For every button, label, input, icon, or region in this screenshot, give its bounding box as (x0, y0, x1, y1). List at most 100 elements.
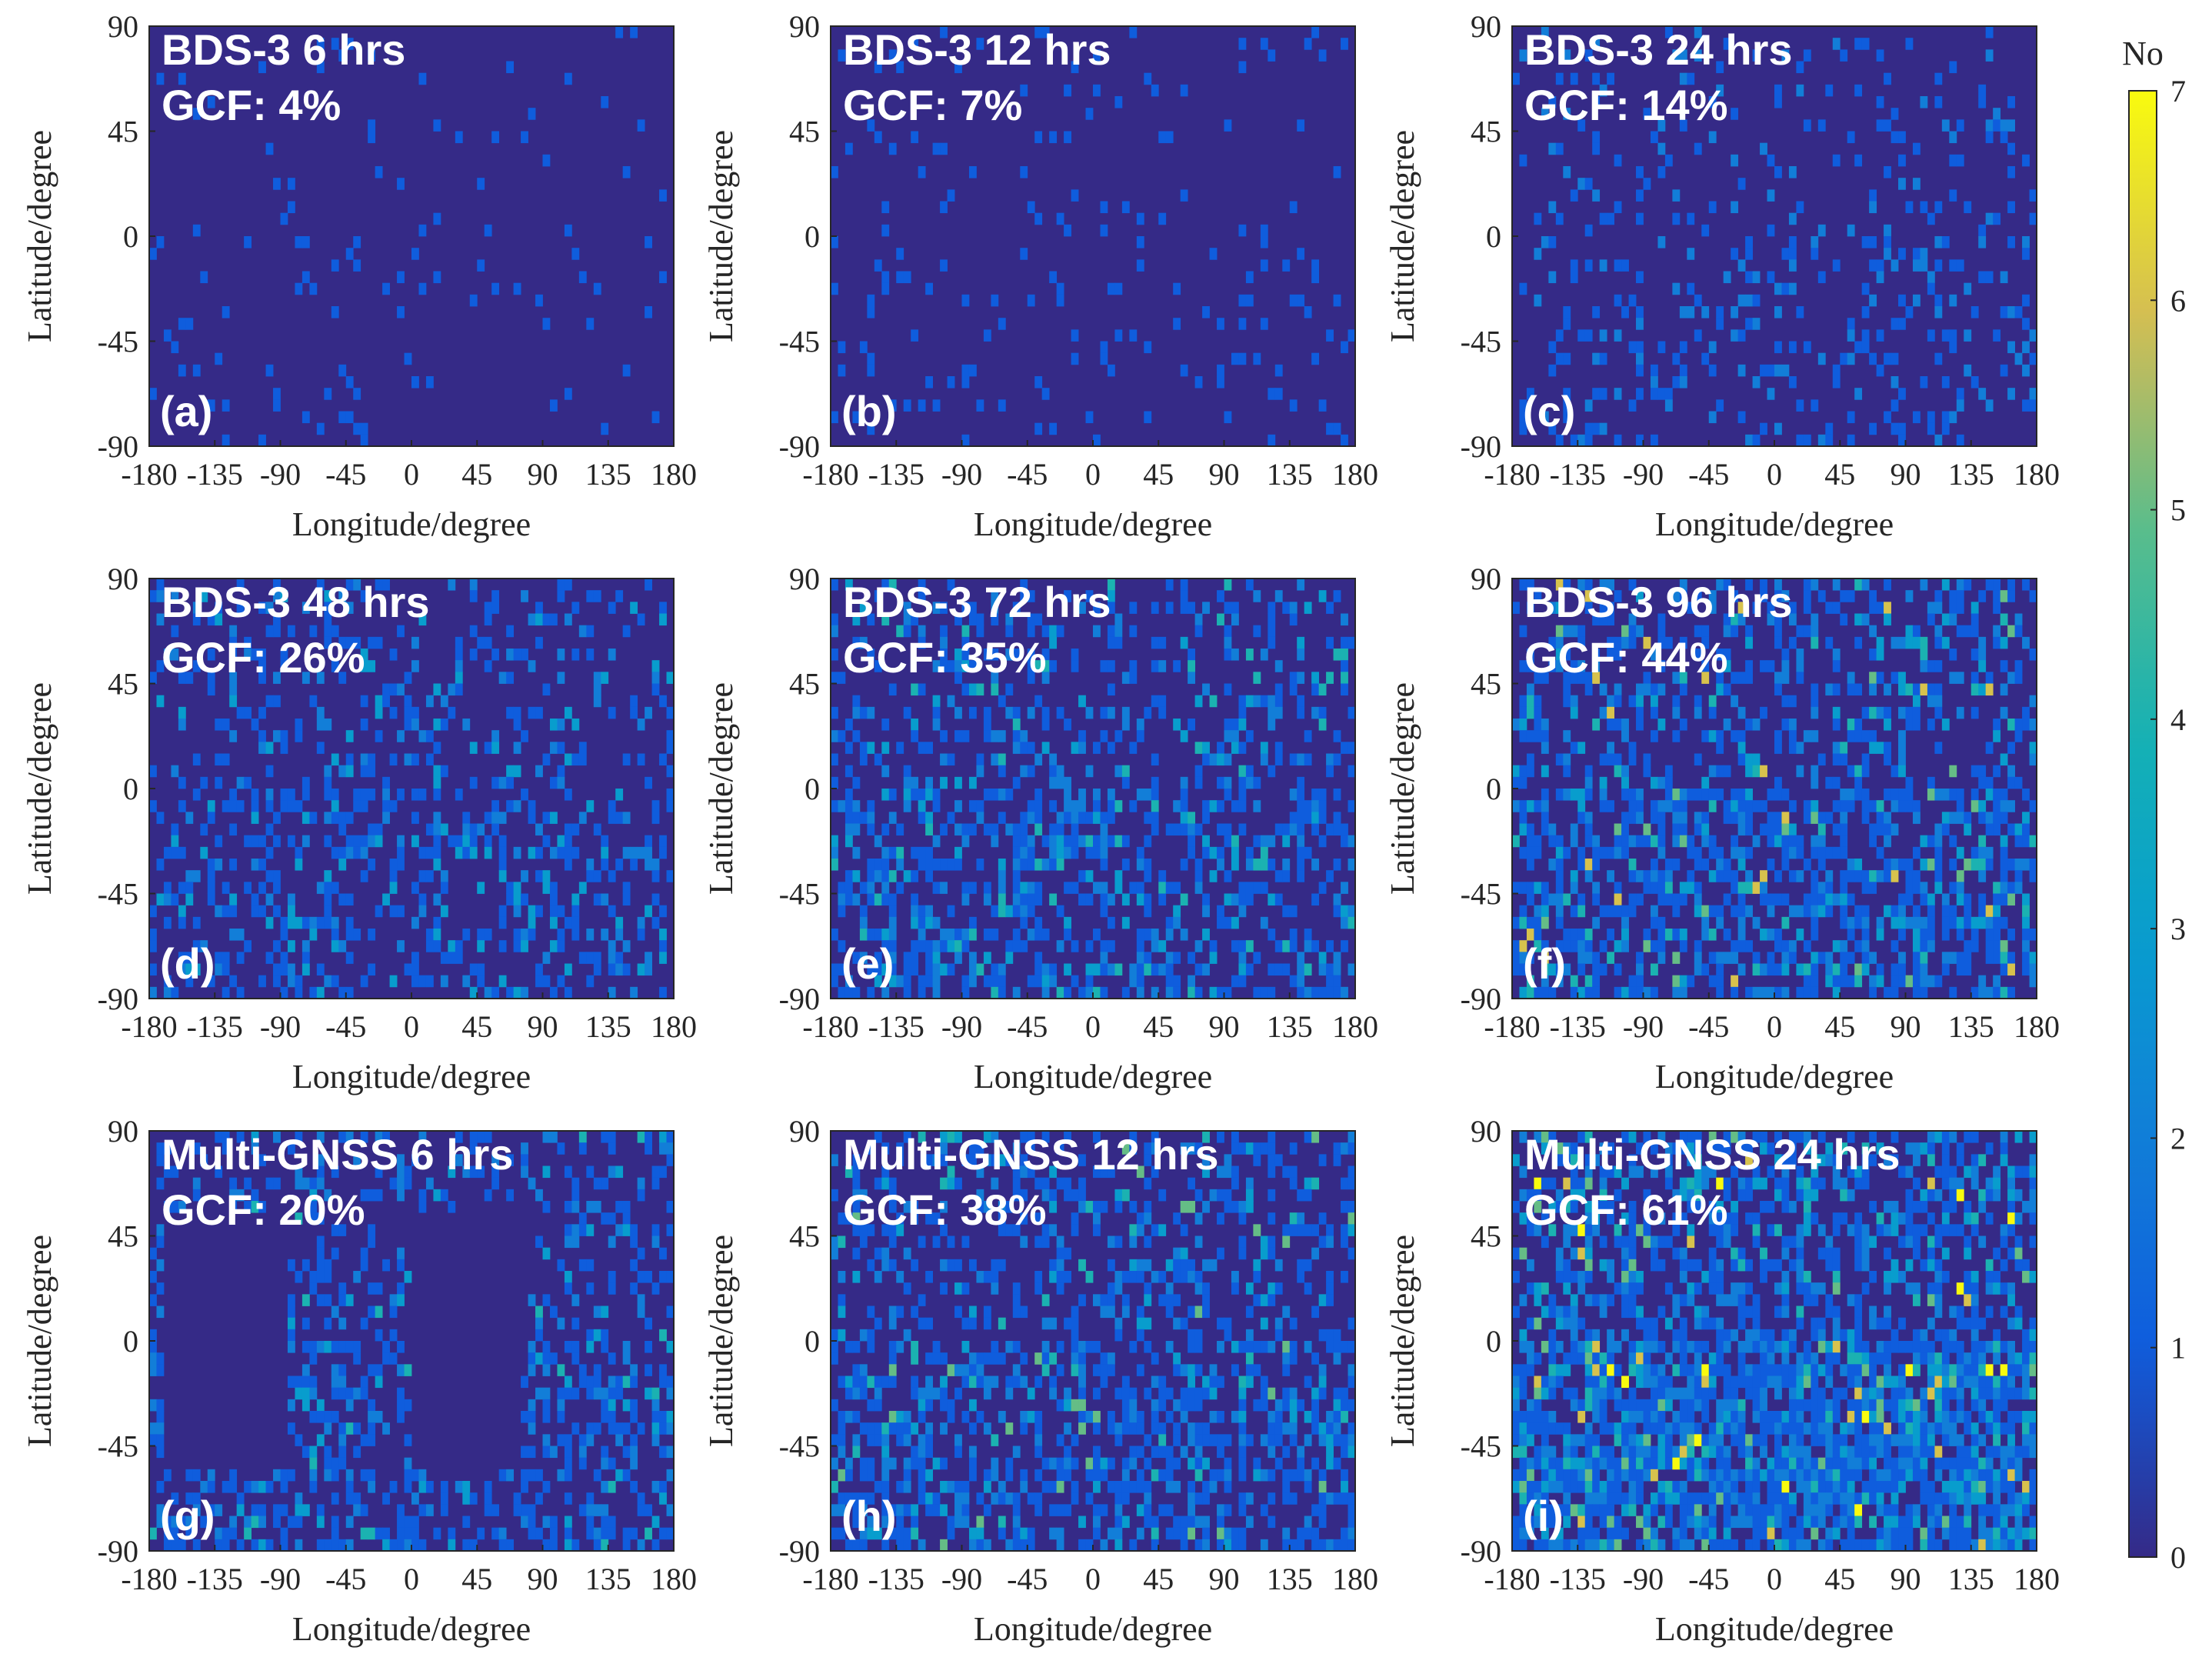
heatmap-cell (229, 1177, 238, 1190)
heatmap-cell (1100, 1201, 1108, 1213)
heatmap-cell (1731, 248, 1739, 260)
heatmap-cell (192, 1469, 201, 1482)
heatmap-cell (1027, 800, 1035, 812)
heatmap-cell (1832, 602, 1841, 614)
heatmap-cell (1956, 119, 1964, 132)
heatmap-cell (1526, 859, 1534, 871)
heatmap-cell (1774, 776, 1782, 789)
heatmap-cell (295, 859, 303, 871)
heatmap-cell (1071, 329, 1079, 342)
heatmap-cell (418, 613, 427, 626)
heatmap-cell (506, 765, 515, 778)
heatmap-cell (1041, 719, 1050, 731)
heatmap-cell (528, 1341, 536, 1353)
heatmap-cell (1817, 352, 1826, 365)
heatmap-cell (1136, 859, 1144, 871)
heatmap-cell (222, 1527, 230, 1540)
heatmap-cell (1136, 1259, 1144, 1272)
heatmap-cell (1737, 329, 1746, 342)
heatmap-cell (1752, 294, 1761, 307)
heatmap-cell (295, 975, 303, 988)
heatmap-cell (1519, 916, 1527, 929)
heatmap-cell (998, 986, 1006, 999)
heatmap-cell (1114, 636, 1123, 649)
heatmap-cell (1949, 789, 1957, 801)
heatmap-cell (345, 916, 354, 929)
heatmap-cell (1071, 1341, 1079, 1353)
heatmap-cell (1731, 108, 1739, 120)
heatmap-cell (1027, 1165, 1035, 1179)
heatmap-cell (1289, 1341, 1298, 1353)
heatmap-cell (1020, 1306, 1028, 1319)
heatmap-cell (1584, 929, 1593, 941)
heatmap-cell (265, 765, 274, 778)
heatmap-cell (1173, 1422, 1181, 1435)
heatmap-cell (645, 1504, 652, 1516)
heatmap-cell (1891, 672, 1899, 684)
heatmap-cell (324, 1446, 332, 1459)
heatmap-cell (521, 929, 528, 941)
heatmap-cell (1188, 1177, 1196, 1190)
heatmap-cell (991, 590, 999, 602)
heatmap-cell (571, 602, 580, 614)
heatmap-cell (345, 248, 354, 260)
heatmap-cell (316, 1247, 325, 1260)
heatmap-cell (1231, 1165, 1239, 1179)
heatmap-cell (630, 1376, 638, 1389)
heatmap-cell (1027, 975, 1035, 988)
heatmap-cell (171, 1516, 179, 1529)
heatmap-cell (1041, 1224, 1050, 1236)
heatmap-cell (1898, 789, 1906, 801)
heatmap-cell (1956, 893, 1964, 906)
heatmap-cell (207, 893, 215, 906)
heatmap-cell (316, 672, 325, 684)
heatmap-cell (1151, 602, 1159, 614)
heatmap-cell (557, 649, 565, 661)
heatmap-cell (896, 1422, 904, 1435)
heatmap-cell (149, 986, 157, 999)
heatmap-cell (1672, 282, 1681, 295)
heatmap-cell (484, 636, 492, 649)
heatmap-cell (1012, 905, 1021, 918)
heatmap-cell (1912, 178, 1921, 190)
heatmap-cell (1737, 859, 1746, 871)
heatmap-cell (521, 131, 528, 144)
heatmap-cell (615, 1376, 624, 1389)
heatmap-cell (932, 963, 941, 976)
heatmap-cell (1687, 248, 1695, 260)
heatmap-cell (542, 318, 551, 330)
heatmap-cell (244, 1481, 252, 1493)
heatmap-cell (1555, 846, 1564, 859)
heatmap-cell (903, 613, 911, 626)
heatmap-cell (316, 1516, 325, 1529)
heatmap-cell (1519, 399, 1527, 412)
heatmap-cell (2007, 579, 2015, 591)
heatmap-cell (1194, 1422, 1203, 1435)
heatmap-cell (309, 282, 318, 295)
heatmap-cell (1796, 84, 1804, 97)
heatmap-cell (353, 1422, 361, 1435)
heatmap-cell (1737, 812, 1746, 824)
heatmap-cell (1245, 1352, 1254, 1365)
heatmap-cell (925, 975, 934, 988)
heatmap-cell (258, 1516, 266, 1529)
heatmap-cell (903, 1201, 911, 1213)
heatmap-cell (462, 975, 471, 988)
heatmap-cell (1231, 916, 1239, 929)
heatmap-cell (273, 1469, 281, 1482)
heatmap-cell (1311, 789, 1320, 801)
heatmap-cell (433, 916, 441, 929)
heatmap-cell (1085, 940, 1094, 952)
heatmap-cell (1289, 789, 1298, 801)
heatmap-cell (2007, 929, 2015, 941)
heatmap-cell (301, 602, 310, 614)
heatmap-cell (1745, 434, 1753, 447)
heatmap-cell (301, 1376, 310, 1389)
y-axis-label: Latitude/degree (21, 1235, 58, 1447)
y-tick-label: -90 (98, 1534, 138, 1569)
heatmap-cell (1584, 329, 1593, 342)
heatmap-cell (1020, 1131, 1028, 1143)
heatmap-cell (1064, 84, 1071, 97)
heatmap-cell (578, 742, 587, 754)
heatmap-cell (1049, 963, 1058, 976)
